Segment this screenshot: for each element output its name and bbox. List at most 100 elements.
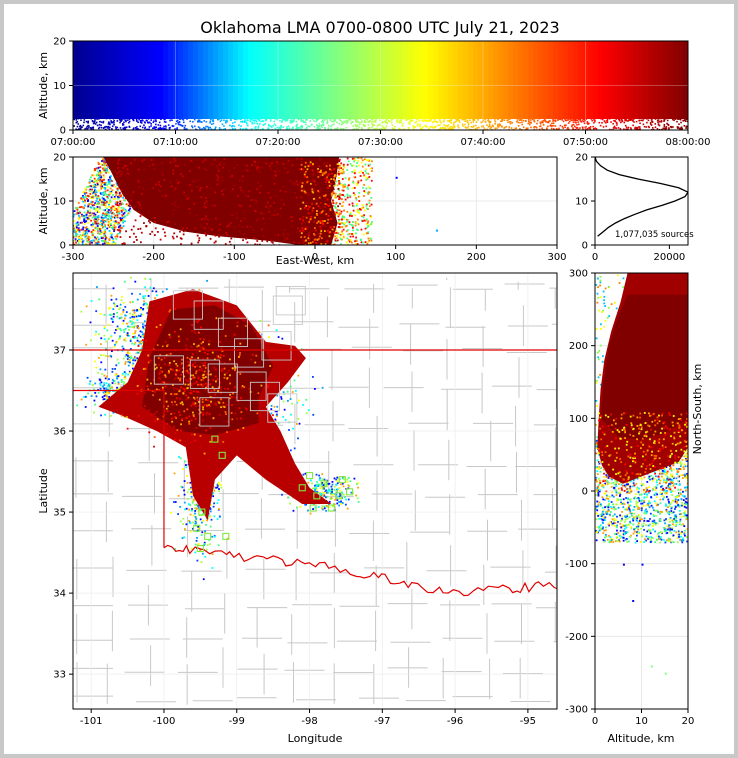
time-altitude-point xyxy=(137,121,139,124)
time-altitude-point xyxy=(337,117,340,120)
east-west-point xyxy=(88,189,91,192)
east-west-point xyxy=(69,234,71,236)
time-altitude-point xyxy=(521,117,523,119)
east-west-point xyxy=(325,178,328,181)
east-west-point xyxy=(105,216,107,219)
east-west-point xyxy=(282,234,285,237)
east-west-point xyxy=(363,209,366,212)
east-west-point xyxy=(327,174,330,177)
east-west-point xyxy=(106,237,108,239)
east-west-point xyxy=(102,200,105,203)
east-west-point xyxy=(309,182,312,185)
east-west-point xyxy=(91,223,94,226)
east-west-point xyxy=(112,198,115,200)
time-altitude-point xyxy=(618,119,621,122)
time-altitude-density-cell xyxy=(213,41,219,119)
east-west-point xyxy=(317,171,320,173)
east-west-point xyxy=(119,217,122,220)
east-west-point xyxy=(314,229,317,232)
east-west-point xyxy=(218,229,221,231)
time-altitude-point xyxy=(435,120,437,123)
east-west-point xyxy=(340,238,342,241)
east-west-point xyxy=(103,157,105,160)
east-west-point xyxy=(342,201,345,204)
time-altitude-point xyxy=(507,119,510,121)
time-altitude-point xyxy=(299,125,302,128)
east-west-point xyxy=(101,217,104,220)
east-west-point xyxy=(304,175,307,178)
east-west-point xyxy=(261,228,264,231)
time-altitude-density-cell xyxy=(413,41,419,119)
time-altitude-point xyxy=(412,127,415,129)
time-altitude-point xyxy=(165,126,167,128)
map-source-point xyxy=(122,357,125,360)
histogram-plot-area xyxy=(595,157,688,237)
east-west-point xyxy=(103,233,106,236)
time-altitude-point xyxy=(273,117,275,119)
time-altitude-point xyxy=(537,116,540,119)
east-west-point xyxy=(357,157,360,159)
east-west-point xyxy=(117,187,120,190)
east-west-point xyxy=(305,175,308,178)
time-altitude-point xyxy=(184,124,187,127)
time-altitude-density-cell xyxy=(378,41,384,119)
time-altitude-point xyxy=(661,128,663,130)
east-west-point xyxy=(96,170,99,173)
map-source-point xyxy=(122,309,125,311)
east-west-point xyxy=(354,224,357,227)
map-source-point xyxy=(129,359,132,362)
east-west-point xyxy=(308,238,310,241)
time-altitude-point xyxy=(194,128,197,130)
east-west-point xyxy=(103,225,106,228)
time-altitude-point xyxy=(574,125,576,128)
east-west-point xyxy=(349,235,352,238)
east-west-point xyxy=(115,182,118,185)
time-altitude-point xyxy=(430,125,432,128)
east-west-point xyxy=(320,243,323,245)
east-west-point xyxy=(92,181,95,184)
east-west-point xyxy=(316,213,318,215)
east-west-point xyxy=(353,169,356,172)
time-altitude-point xyxy=(300,119,302,121)
east-west-point xyxy=(109,223,111,226)
east-west-point xyxy=(265,205,267,208)
time-altitude-point xyxy=(507,117,510,119)
time-altitude-point xyxy=(676,118,679,120)
east-west-point xyxy=(181,175,184,178)
map-source-point xyxy=(114,342,117,345)
time-altitude-point xyxy=(430,118,432,121)
east-west-point xyxy=(109,176,111,179)
east-west-point xyxy=(273,182,276,185)
east-west-point xyxy=(335,175,337,178)
time-altitude-point xyxy=(443,124,445,126)
time-altitude-point xyxy=(92,126,95,129)
map-source-point xyxy=(143,320,146,323)
time-altitude-point xyxy=(429,126,431,128)
time-altitude-point xyxy=(358,121,360,124)
east-west-point xyxy=(351,226,354,229)
east-west-point xyxy=(66,230,68,232)
east-west-point xyxy=(336,232,339,234)
time-altitude-density-cell xyxy=(643,41,649,119)
map-source-point xyxy=(130,355,133,358)
time-altitude-point xyxy=(558,118,560,120)
time-altitude-point xyxy=(467,126,469,129)
east-west-point xyxy=(177,205,180,208)
east-west-point xyxy=(94,236,96,239)
east-west-point xyxy=(334,212,337,214)
east-west-point xyxy=(101,185,104,188)
time-altitude-point xyxy=(364,121,367,124)
east-west-point xyxy=(113,206,116,209)
east-west-point xyxy=(115,222,118,224)
time-altitude-point xyxy=(662,127,665,130)
time-altitude-point xyxy=(260,120,262,123)
time-altitude-point xyxy=(657,123,660,126)
east-west-point xyxy=(260,184,263,187)
time-altitude-point xyxy=(363,121,366,124)
time-altitude-point xyxy=(145,128,148,130)
east-west-point xyxy=(120,194,123,197)
time-altitude-density-cell xyxy=(433,41,439,119)
east-west-point xyxy=(355,165,358,168)
east-west-point xyxy=(262,235,265,238)
time-altitude-density-cell xyxy=(373,41,379,119)
